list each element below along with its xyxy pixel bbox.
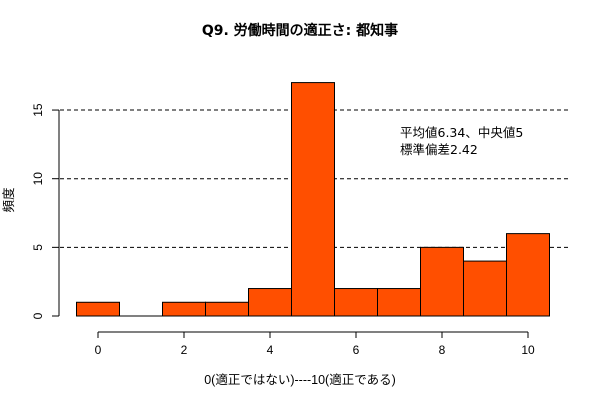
annotation-mean-median: 平均値6.34、中央値5 (400, 125, 524, 140)
y-axis-label: 頻度 (1, 187, 16, 213)
x-axis-label: 0(適正ではない)----10(適正である) (204, 372, 396, 387)
x-tick-label: 0 (95, 343, 102, 357)
histogram-bar (248, 288, 292, 317)
histogram-bar (291, 82, 335, 317)
y-tick-label: 5 (31, 244, 45, 251)
histogram-bar (463, 260, 507, 317)
chart-title: Q9. 労働時間の適正さ: 都知事 (201, 23, 399, 39)
y-tick-label: 0 (31, 312, 45, 319)
x-tick-label: 8 (439, 343, 446, 357)
x-tick-label: 2 (181, 343, 188, 357)
histogram-bar (76, 301, 120, 317)
histogram-bar (377, 288, 421, 317)
x-tick-label: 10 (521, 343, 535, 357)
x-tick-label: 6 (353, 343, 360, 357)
histogram-bar (334, 288, 378, 317)
y-tick-label: 10 (31, 172, 45, 186)
annotation-stddev: 標準偏差2.42 (400, 142, 478, 157)
y-tick-label: 15 (31, 103, 45, 117)
x-tick-label: 4 (267, 343, 274, 357)
histogram-bar (420, 246, 464, 317)
histogram-bar (205, 301, 249, 317)
histogram-bar (162, 301, 206, 317)
histogram-bar (506, 233, 550, 317)
